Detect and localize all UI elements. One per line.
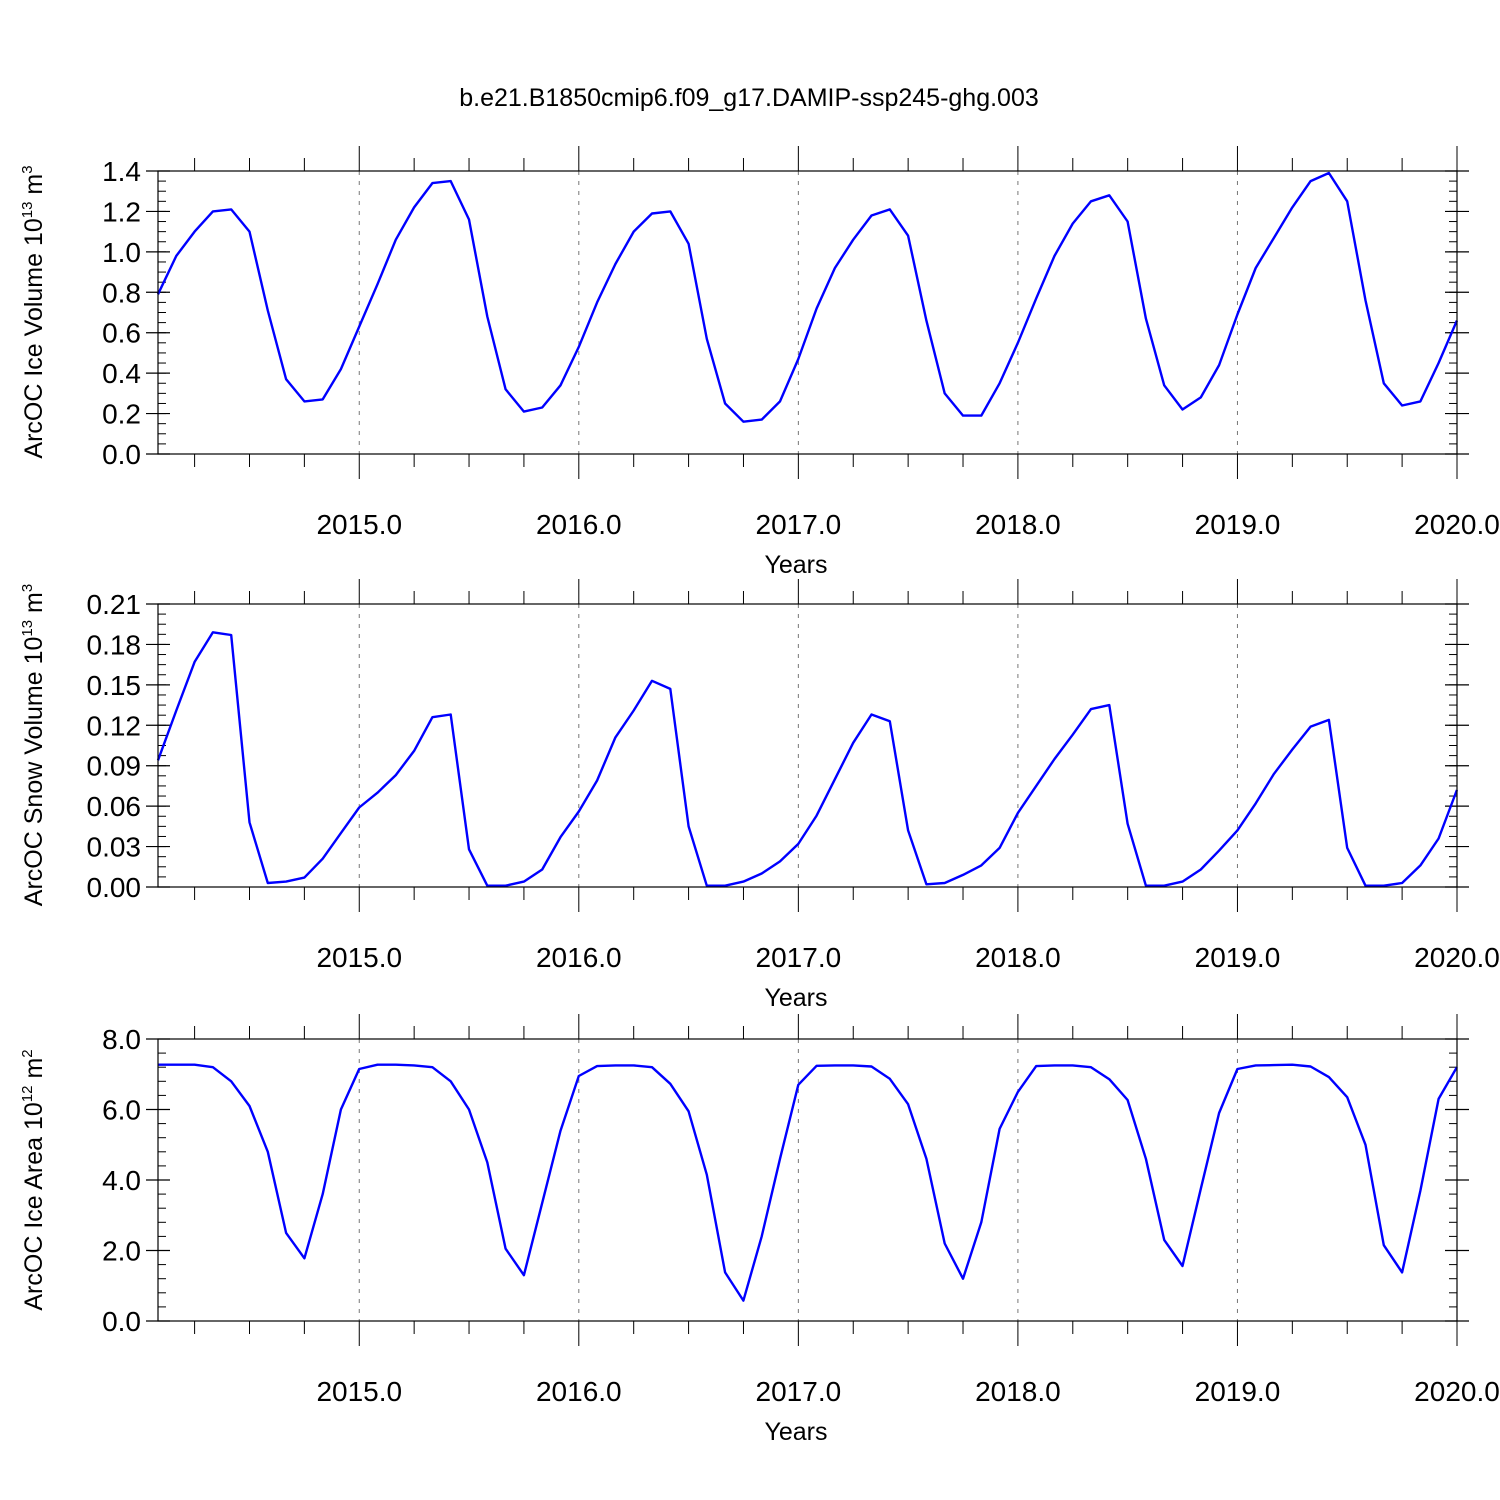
x-axis-label: Years — [764, 551, 827, 579]
x-tick-label: 2015.0 — [316, 942, 402, 973]
x-tick-label: 2016.0 — [536, 509, 622, 540]
y-tick-label: 1.0 — [102, 237, 141, 268]
y-tick-label: 1.4 — [102, 156, 141, 187]
y-tick-label: 0.6 — [102, 318, 141, 349]
x-tick-label: 2018.0 — [975, 942, 1061, 973]
chart-panel-2: 0.00 0.03 0.06 0.09 0.12 0.15 0.18 0.21 2015.0 20… — [19, 579, 1500, 1012]
y-axis-label-exponent: 12 — [19, 1086, 36, 1103]
plot-frame — [157, 1038, 1458, 1322]
y-axis-label: ArcOC Ice Volume 1013 m3 — [19, 165, 48, 458]
x-axis-label: Years — [764, 1418, 827, 1446]
y-tick-label: 2.0 — [102, 1236, 141, 1267]
y-tick-label: 4.0 — [102, 1165, 141, 1196]
y-axis-label-exponent: 13 — [19, 620, 36, 637]
chart-panel-1: 0.0 0.2 0.4 0.6 0.8 1.0 1.2 1.4 2015.0 2016.0 2017… — [19, 146, 1500, 579]
x-tick-label: 2018.0 — [975, 509, 1061, 540]
x-tick-label: 2016.0 — [536, 1376, 622, 1407]
y-axis-label-main: ArcOC Snow Volume 10 — [20, 637, 48, 907]
y-tick-label: 0.0 — [102, 1306, 141, 1337]
y-tick-label: 0.4 — [102, 358, 141, 389]
y-tick-label: 0.12 — [87, 710, 142, 741]
x-tick-label: 2017.0 — [756, 509, 842, 540]
y-axis-label-unit: m — [20, 592, 48, 620]
y-tick-label: 0.18 — [87, 629, 142, 660]
series-line — [156, 631, 1459, 887]
plot-frame — [157, 170, 1458, 455]
x-tick-label: 2019.0 — [1195, 942, 1281, 973]
series-line — [156, 171, 1459, 423]
y-tick-label: 0.06 — [87, 791, 142, 822]
x-tick-label: 2018.0 — [975, 1376, 1061, 1407]
y-tick-label: 0.09 — [87, 751, 142, 782]
x-axis-label: Years — [764, 984, 827, 1012]
x-tick-label: 2020.0 — [1414, 1376, 1500, 1407]
y-tick-label: 0.8 — [102, 277, 141, 308]
figure-title: b.e21.B1850cmip6.f09_g17.DAMIP-ssp245-gh… — [459, 84, 1039, 112]
y-axis-label-main: ArcOC Ice Area 10 — [20, 1102, 48, 1310]
x-tick-label: 2019.0 — [1195, 1376, 1281, 1407]
y-axis-label-main: ArcOC Ice Volume 10 — [20, 218, 48, 458]
y-axis-label-unit: m — [20, 174, 48, 202]
x-tick-label: 2020.0 — [1414, 509, 1500, 540]
x-tick-label: 2015.0 — [316, 1376, 402, 1407]
x-tick-label: 2019.0 — [1195, 509, 1281, 540]
y-tick-label: 0.21 — [87, 589, 142, 620]
y-tick-label: 0.00 — [87, 872, 142, 903]
y-axis-label: ArcOC Snow Volume 1013 m3 — [19, 584, 48, 906]
series-line — [158, 1063, 1458, 1302]
chart-panel-3: 0.0 2.0 4.0 6.0 8.0 2015.0 2016.0 2017.0 2018.0 2… — [19, 1014, 1500, 1446]
y-axis-label-unit-exponent: 3 — [19, 584, 36, 592]
y-axis-label-unit: m — [20, 1058, 48, 1086]
x-tick-label: 2017.0 — [756, 1376, 842, 1407]
plot-frame — [157, 603, 1458, 888]
x-tick-label: 2017.0 — [756, 942, 842, 973]
y-axis-label-unit-exponent: 2 — [19, 1049, 36, 1057]
y-tick-label: 0.15 — [87, 670, 142, 701]
x-tick-label: 2016.0 — [536, 942, 622, 973]
y-tick-label: 0.03 — [87, 832, 142, 863]
y-tick-label: 6.0 — [102, 1095, 141, 1126]
y-tick-label: 8.0 — [102, 1024, 141, 1055]
y-tick-label: 1.2 — [102, 196, 141, 227]
x-tick-label: 2020.0 — [1414, 942, 1500, 973]
y-axis-label-exponent: 13 — [19, 202, 36, 219]
y-tick-label: 0.2 — [102, 399, 141, 430]
y-axis-label: ArcOC Ice Area 1012 m2 — [19, 1049, 48, 1310]
y-axis-label-unit-exponent: 3 — [19, 165, 36, 173]
x-tick-label: 2015.0 — [316, 509, 402, 540]
y-tick-label: 0.0 — [102, 439, 141, 470]
